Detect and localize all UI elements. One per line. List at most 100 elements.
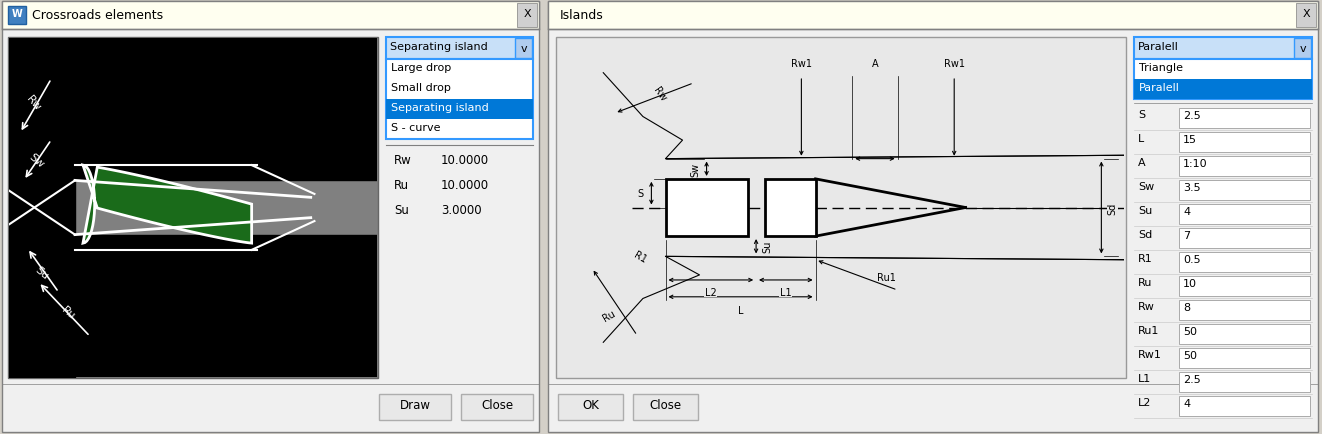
Text: L2: L2: [705, 287, 717, 297]
Text: Su: Su: [763, 240, 772, 253]
Bar: [665, 179, 748, 237]
Bar: [764, 179, 816, 237]
Bar: [1179, 253, 1310, 273]
Text: Sd: Sd: [1108, 202, 1117, 214]
Text: Su: Su: [33, 264, 50, 281]
Bar: [516, 39, 531, 59]
Text: Rw1: Rw1: [791, 59, 812, 69]
Polygon shape: [9, 191, 75, 377]
Bar: [1179, 348, 1310, 368]
Text: Rw: Rw: [1138, 301, 1155, 311]
Text: X: X: [524, 9, 531, 19]
Bar: [1179, 276, 1310, 296]
Text: 10.0000: 10.0000: [442, 178, 489, 191]
Text: R1: R1: [632, 249, 648, 264]
Text: Ru: Ru: [394, 178, 408, 191]
Text: A: A: [871, 59, 878, 69]
Bar: [549, 2, 1318, 432]
Bar: [3, 2, 539, 432]
Polygon shape: [83, 166, 251, 243]
Text: Crossroads elements: Crossroads elements: [32, 9, 163, 22]
Text: 3.0000: 3.0000: [442, 204, 481, 217]
Text: 4: 4: [1183, 207, 1190, 217]
Polygon shape: [75, 39, 377, 181]
Text: Small drop: Small drop: [391, 83, 451, 93]
Text: 1:10: 1:10: [1183, 159, 1207, 169]
Polygon shape: [75, 235, 377, 377]
Bar: [1179, 396, 1310, 416]
Text: L: L: [738, 306, 743, 316]
Text: 0.5: 0.5: [1183, 254, 1200, 264]
Text: L1: L1: [780, 287, 792, 297]
Bar: [1179, 133, 1310, 153]
Text: Triangle: Triangle: [1140, 63, 1183, 73]
Text: Sd: Sd: [1138, 230, 1153, 240]
Text: 50: 50: [1183, 350, 1196, 360]
Bar: [1134, 60, 1311, 100]
Bar: [8, 38, 378, 378]
Text: 10.0000: 10.0000: [442, 154, 489, 167]
Bar: [1179, 228, 1310, 248]
Text: Sw: Sw: [690, 162, 701, 176]
Text: Su: Su: [1138, 206, 1153, 216]
Bar: [1179, 204, 1310, 224]
Bar: [1179, 300, 1310, 320]
Text: R1: R1: [1138, 253, 1153, 263]
Text: Sw: Sw: [1138, 181, 1154, 191]
Text: Rw1: Rw1: [944, 59, 965, 69]
Bar: [558, 394, 623, 420]
Text: Rw: Rw: [394, 154, 411, 167]
Text: 3.5: 3.5: [1183, 183, 1200, 193]
Text: L: L: [1138, 134, 1145, 144]
Text: S: S: [1138, 110, 1145, 120]
Text: Separating island: Separating island: [391, 103, 489, 113]
Text: Draw: Draw: [399, 398, 431, 411]
Bar: [1134, 80, 1311, 100]
Text: v: v: [521, 44, 527, 54]
Text: 2.5: 2.5: [1183, 374, 1200, 384]
Text: 7: 7: [1183, 230, 1190, 240]
Text: Rw: Rw: [25, 93, 44, 113]
Text: Paralell: Paralell: [1138, 42, 1179, 52]
Bar: [386, 38, 533, 60]
Text: L1: L1: [1138, 373, 1151, 383]
Text: Close: Close: [649, 398, 682, 411]
Bar: [1179, 372, 1310, 392]
Text: W: W: [12, 9, 22, 19]
Bar: [1179, 181, 1310, 201]
Bar: [1134, 38, 1311, 60]
Text: OK: OK: [582, 398, 599, 411]
Bar: [1294, 39, 1311, 59]
Text: X: X: [1302, 9, 1310, 19]
Bar: [1179, 109, 1310, 129]
Text: 2.5: 2.5: [1183, 111, 1200, 121]
Text: Ru: Ru: [1138, 277, 1153, 287]
Text: 50: 50: [1183, 326, 1196, 336]
Bar: [8, 7, 26, 25]
Bar: [1179, 324, 1310, 344]
Text: L2: L2: [1138, 397, 1151, 407]
Text: Ru1: Ru1: [1138, 325, 1159, 335]
Text: Rw1: Rw1: [1138, 349, 1162, 359]
Text: S: S: [637, 189, 642, 199]
Text: Ru: Ru: [602, 308, 617, 323]
Bar: [1179, 157, 1310, 177]
Text: Paralell: Paralell: [1140, 83, 1179, 93]
Text: Su: Su: [394, 204, 408, 217]
Text: Ru1: Ru1: [876, 272, 896, 282]
Bar: [386, 60, 533, 140]
Text: Rw: Rw: [652, 85, 668, 103]
Bar: [633, 394, 698, 420]
Text: Islands: Islands: [561, 9, 604, 22]
Bar: [517, 4, 537, 28]
Text: 4: 4: [1183, 398, 1190, 408]
Bar: [549, 2, 1318, 30]
Text: Sw: Sw: [28, 151, 46, 170]
Text: Large drop: Large drop: [391, 63, 451, 73]
Bar: [557, 38, 1126, 378]
Text: 10: 10: [1183, 278, 1196, 288]
Bar: [461, 394, 533, 420]
Text: 15: 15: [1183, 135, 1196, 145]
Text: 8: 8: [1183, 302, 1190, 312]
Bar: [3, 2, 539, 30]
